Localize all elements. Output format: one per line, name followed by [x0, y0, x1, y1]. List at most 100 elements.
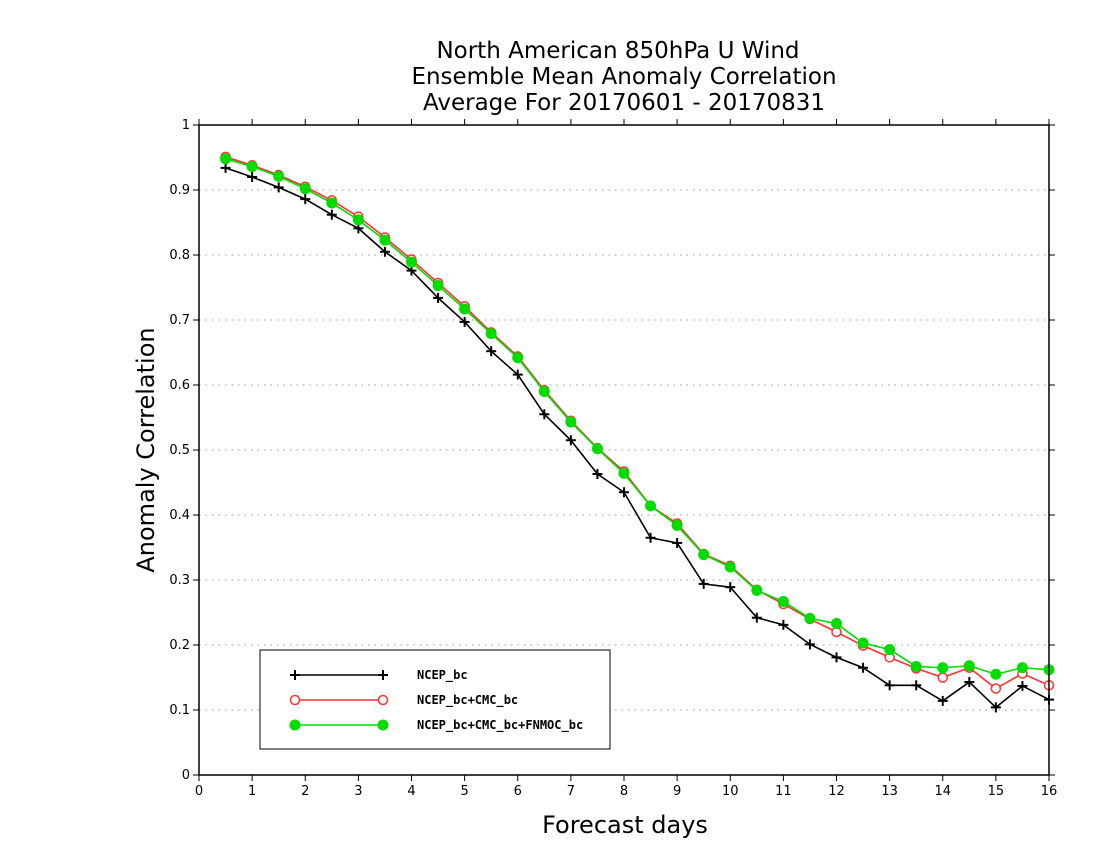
- data-point: [247, 172, 258, 182]
- data-point: [645, 500, 657, 512]
- x-tick-label: 7: [567, 784, 575, 799]
- data-point: [326, 209, 337, 220]
- data-point: [910, 660, 922, 672]
- data-point: [565, 435, 576, 446]
- data-point: [486, 346, 497, 357]
- data-point: [964, 677, 975, 688]
- data-point: [220, 162, 231, 173]
- y-tick-label: 0.6: [169, 378, 190, 393]
- data-point: [1016, 662, 1028, 674]
- x-tick-label: 1: [248, 784, 256, 799]
- data-point: [884, 644, 896, 656]
- data-point: [725, 582, 736, 593]
- data-point: [273, 170, 285, 182]
- data-point: [804, 639, 815, 650]
- x-tick-label: 10: [722, 784, 739, 799]
- data-point: [831, 618, 842, 630]
- y-axis-label: Anomaly Correlation: [132, 327, 160, 572]
- data-point: [937, 662, 949, 674]
- data-point: [990, 683, 1002, 694]
- data-point: [724, 561, 736, 573]
- axis-ticks: 00.10.20.30.40.50.60.70.80.910 1 2 3 4 5 6 7 8 9 1…: [169, 118, 1057, 799]
- data-point: [777, 595, 789, 607]
- legend-marker-end: [377, 719, 389, 731]
- x-tick-label: 3: [354, 784, 362, 799]
- legend-marker-end: [377, 694, 389, 706]
- legend-entry: NCEP_bc+CMC_bc: [289, 693, 518, 708]
- x-tick-label: 16: [1041, 784, 1058, 799]
- x-tick-label: 11: [775, 784, 792, 799]
- data-point: [804, 612, 816, 624]
- series-line: [225, 156, 1050, 690]
- data-point: [459, 316, 470, 327]
- legend-entry: NCEP_bc+CMC_bc+FNMOC_bc: [289, 718, 583, 733]
- x-tick-label: 14: [934, 784, 951, 799]
- data-point: [565, 416, 577, 428]
- data-point: [406, 256, 417, 268]
- legend-label: NCEP_bc: [417, 668, 468, 683]
- data-point: [619, 487, 629, 498]
- y-tick-label: 0: [182, 768, 190, 783]
- data-point: [352, 214, 364, 226]
- data-point: [326, 197, 338, 209]
- data-point: [220, 153, 232, 165]
- data-point: [751, 612, 762, 623]
- y-tick-label: 0.1: [169, 703, 190, 718]
- chart-title-line-2: Ensemble Mean Anomaly Correlation: [411, 64, 836, 90]
- x-tick-label: 12: [828, 784, 845, 799]
- grid: [199, 189, 1049, 711]
- data-point: [990, 668, 1002, 680]
- x-tick-label: 15: [988, 784, 1005, 799]
- y-tick-label: 1: [182, 118, 190, 133]
- series-NCEP_bc+CMC_bc+FNMOC_bc: [220, 153, 1055, 680]
- y-tick-label: 0.5: [169, 443, 190, 458]
- legend-marker-end: [378, 670, 388, 680]
- data-point: [1017, 680, 1028, 691]
- data-point: [512, 352, 524, 364]
- series-line: [225, 167, 1050, 709]
- data-point: [433, 292, 444, 303]
- legend-label: NCEP_bc+CMC_bc+FNMOC_bc: [417, 718, 583, 733]
- data-point: [485, 328, 497, 340]
- data-point: [300, 194, 311, 205]
- data-point: [645, 532, 656, 543]
- data-point: [592, 469, 603, 480]
- chart-title-line-3: Average For 20170601 - 20170831: [423, 90, 825, 116]
- x-tick-label: 0: [195, 784, 203, 799]
- series-line: [225, 158, 1050, 676]
- data-point: [698, 578, 709, 589]
- x-tick-label: 4: [407, 784, 415, 799]
- data-point: [273, 182, 284, 193]
- legend: NCEP_bc NCEP_bc+CMC_bc NCEP_bc+CMC_bc+FNMO…: [259, 649, 611, 750]
- y-tick-label: 0.2: [169, 638, 190, 653]
- data-point: [831, 652, 842, 663]
- x-tick-label: 5: [460, 784, 468, 799]
- data-point: [672, 537, 683, 548]
- data-point: [911, 680, 922, 691]
- y-tick-label: 0.4: [169, 508, 190, 523]
- chart-title-line-1: North American 850hPa U Wind: [436, 38, 799, 64]
- data-point: [858, 662, 869, 673]
- data-point: [937, 695, 948, 706]
- data-point: [618, 467, 630, 479]
- legend-marker-start: [289, 719, 301, 731]
- plot-frame: [198, 124, 1050, 776]
- data-point: [884, 680, 895, 691]
- data-point: [379, 234, 391, 246]
- data-point: [963, 660, 975, 672]
- series-group: [220, 151, 1055, 713]
- x-tick-label: 6: [514, 784, 522, 799]
- legend-marker-start: [290, 670, 300, 680]
- x-tick-label: 2: [301, 784, 309, 799]
- data-point: [539, 409, 550, 420]
- y-tick-label: 0.9: [169, 183, 190, 198]
- legend-label: NCEP_bc+CMC_bc: [417, 693, 518, 708]
- data-point: [538, 386, 550, 397]
- x-tick-label: 13: [881, 784, 898, 799]
- data-point: [591, 443, 603, 455]
- data-point: [459, 303, 471, 315]
- data-point: [299, 183, 311, 195]
- data-point: [698, 549, 710, 561]
- y-tick-label: 0.8: [169, 248, 190, 263]
